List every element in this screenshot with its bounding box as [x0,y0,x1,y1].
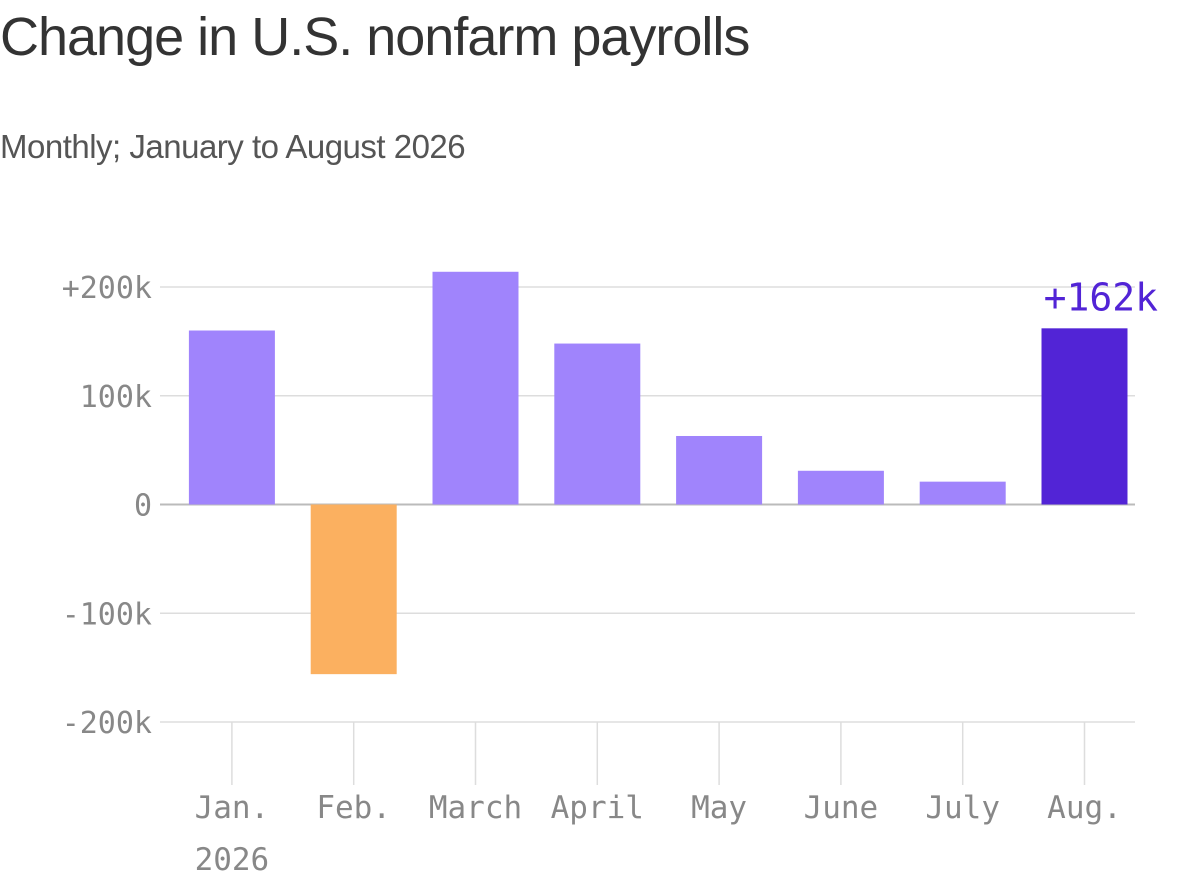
highlight-value-label: +162k [1044,275,1159,319]
chart-title: Change in U.S. nonfarm payrolls [0,7,750,67]
y-tick-label: +200k [62,271,152,306]
x-axis-ticks: Jan. 2026 Feb. March April May June July Aug. [195,790,1122,878]
x-tick-label: Feb. [316,790,391,826]
x-tick-label: Aug. [1047,790,1122,826]
x-tick-label: March [429,790,522,826]
y-tick-label: -100k [62,597,152,632]
bar-june [797,470,884,505]
bar-feb [310,504,397,675]
grid-layer [160,286,1135,785]
chart-subtitle: Monthly; January to August 2026 [0,128,466,165]
bar-july [919,481,1006,505]
bar-may [676,435,763,505]
bar-jan-2026 [188,330,275,505]
x-tick-label: April [551,790,644,826]
y-tick-label: 0 [134,489,152,524]
y-axis-ticks: +200k 100k 0 -100k -200k [62,271,152,741]
x-tick-label: Jan. [195,790,270,826]
bar-aug [1041,328,1128,505]
bar-march [432,271,519,505]
bar-april [554,343,641,505]
x-tick-label: 2026 [195,842,270,878]
x-tick-label: July [925,790,1000,826]
x-tick-label: May [691,790,747,826]
y-tick-label: 100k [80,380,152,415]
annotations: +162k [1044,275,1159,319]
x-tick-label: June [804,790,879,826]
bars [188,271,1128,675]
y-tick-label: -200k [62,706,152,741]
